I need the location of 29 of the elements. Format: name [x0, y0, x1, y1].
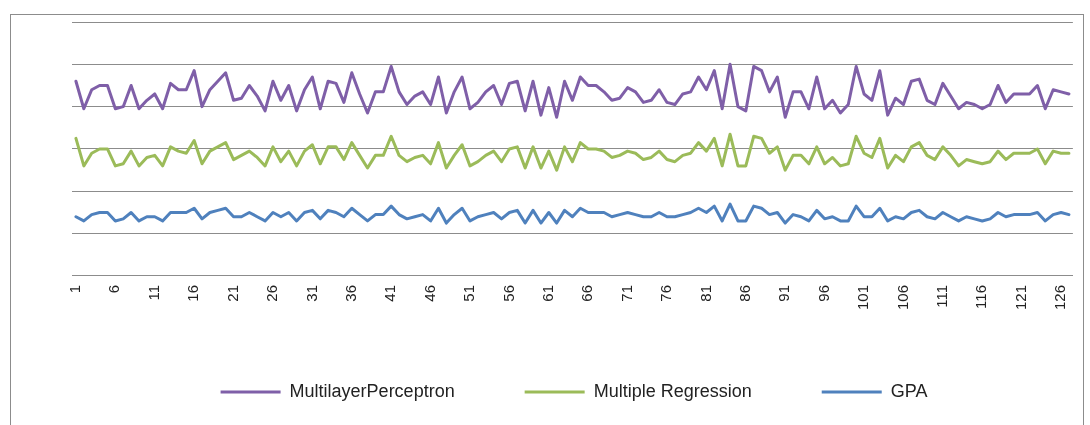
x-tick-label: 21: [223, 284, 241, 302]
x-tick-label: 31: [302, 284, 320, 302]
x-tick-label: 116: [972, 284, 990, 309]
x-tick-label: 71: [617, 284, 635, 302]
x-tick-label: 96: [814, 284, 832, 302]
x-tick-label: 36: [341, 284, 359, 302]
x-tick-label: 1: [66, 284, 84, 294]
x-tick-label: 61: [538, 284, 556, 302]
x-tick-label: 26: [263, 284, 281, 302]
legend-label: Multiple Regression: [593, 380, 752, 401]
x-tick-label: 46: [420, 284, 438, 302]
x-tick-label: 121: [1011, 284, 1029, 310]
x-tick-label: 56: [499, 284, 517, 302]
x-tick-label: 6: [105, 284, 123, 294]
x-tick-label: 126: [1051, 284, 1069, 310]
legend-label: MultilayerPerceptron: [289, 380, 455, 401]
x-tick-label: 76: [657, 284, 675, 302]
x-tick-label: 101: [854, 284, 872, 310]
x-tick-label: 91: [775, 284, 793, 302]
x-tick-label: 51: [460, 284, 478, 302]
x-tick-label: 66: [578, 284, 596, 302]
x-tick-label: 81: [696, 284, 714, 302]
x-tick-label: 111: [932, 284, 950, 308]
legend-label: GPA: [890, 380, 928, 401]
x-tick-label: 86: [735, 284, 753, 302]
x-tick-label: 16: [184, 284, 202, 302]
x-tick-label: 11: [144, 284, 162, 301]
x-tick-label: 106: [893, 284, 911, 310]
x-tick-label: 41: [381, 284, 399, 302]
